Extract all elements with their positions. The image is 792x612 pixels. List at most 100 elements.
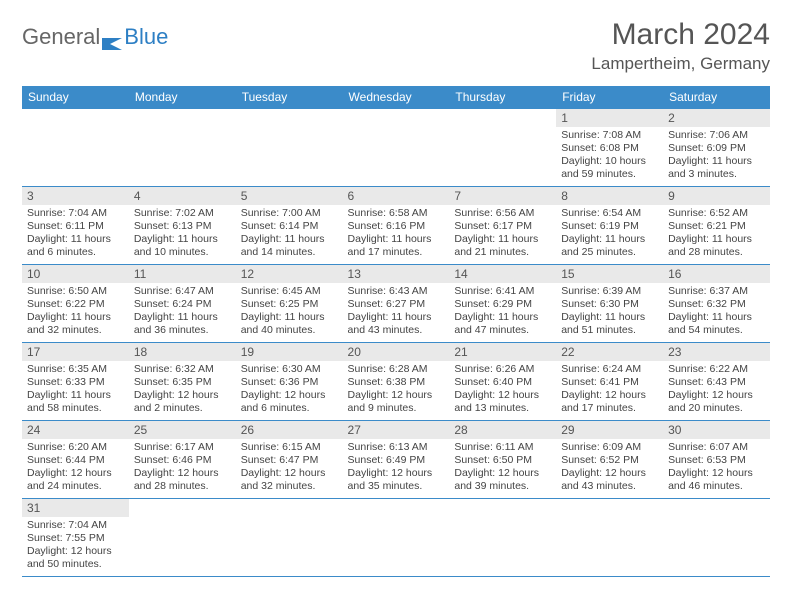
detail-line: Sunset: 6:19 PM	[561, 220, 658, 233]
day-number: 9	[663, 187, 770, 205]
detail-line: Sunrise: 6:13 AM	[348, 441, 445, 454]
day-number: 31	[22, 499, 129, 517]
detail-line: Sunset: 6:24 PM	[134, 298, 231, 311]
day-number: 28	[449, 421, 556, 439]
day-details: Sunrise: 6:58 AMSunset: 6:16 PMDaylight:…	[343, 205, 450, 264]
detail-line: Sunrise: 6:58 AM	[348, 207, 445, 220]
detail-line: Daylight: 12 hours and 20 minutes.	[668, 389, 765, 415]
day-number: 23	[663, 343, 770, 361]
detail-line: Sunset: 6:08 PM	[561, 142, 658, 155]
detail-line: Sunrise: 6:56 AM	[454, 207, 551, 220]
detail-line: Sunset: 6:25 PM	[241, 298, 338, 311]
day-details: Sunrise: 6:32 AMSunset: 6:35 PMDaylight:…	[129, 361, 236, 420]
day-details: Sunrise: 6:07 AMSunset: 6:53 PMDaylight:…	[663, 439, 770, 498]
day-number: 14	[449, 265, 556, 283]
detail-line: Sunset: 6:13 PM	[134, 220, 231, 233]
day-details	[449, 127, 556, 133]
day-number: 18	[129, 343, 236, 361]
calendar-cell: 13Sunrise: 6:43 AMSunset: 6:27 PMDayligh…	[343, 265, 450, 343]
logo-text-general: General	[22, 24, 100, 50]
detail-line: Daylight: 11 hours and 32 minutes.	[27, 311, 124, 337]
calendar-cell: 27Sunrise: 6:13 AMSunset: 6:49 PMDayligh…	[343, 421, 450, 499]
logo: General Blue	[22, 18, 168, 50]
calendar-cell: 28Sunrise: 6:11 AMSunset: 6:50 PMDayligh…	[449, 421, 556, 499]
detail-line: Daylight: 11 hours and 58 minutes.	[27, 389, 124, 415]
calendar-cell: 18Sunrise: 6:32 AMSunset: 6:35 PMDayligh…	[129, 343, 236, 421]
day-details: Sunrise: 6:17 AMSunset: 6:46 PMDaylight:…	[129, 439, 236, 498]
weekday-header: Wednesday	[343, 86, 450, 109]
day-number: 4	[129, 187, 236, 205]
detail-line: Sunrise: 6:20 AM	[27, 441, 124, 454]
detail-line: Sunset: 6:44 PM	[27, 454, 124, 467]
detail-line: Sunrise: 6:45 AM	[241, 285, 338, 298]
weekday-header: Saturday	[663, 86, 770, 109]
calendar-cell	[129, 109, 236, 187]
day-details: Sunrise: 6:50 AMSunset: 6:22 PMDaylight:…	[22, 283, 129, 342]
detail-line: Daylight: 11 hours and 14 minutes.	[241, 233, 338, 259]
header: General Blue March 2024 Lampertheim, Ger…	[22, 18, 770, 74]
day-details: Sunrise: 6:35 AMSunset: 6:33 PMDaylight:…	[22, 361, 129, 420]
calendar-row: 17Sunrise: 6:35 AMSunset: 6:33 PMDayligh…	[22, 343, 770, 421]
day-number: 3	[22, 187, 129, 205]
detail-line: Daylight: 12 hours and 24 minutes.	[27, 467, 124, 493]
day-details: Sunrise: 7:06 AMSunset: 6:09 PMDaylight:…	[663, 127, 770, 186]
detail-line: Daylight: 12 hours and 2 minutes.	[134, 389, 231, 415]
detail-line: Daylight: 12 hours and 28 minutes.	[134, 467, 231, 493]
detail-line: Sunset: 6:22 PM	[27, 298, 124, 311]
day-number: 6	[343, 187, 450, 205]
day-number: 8	[556, 187, 663, 205]
detail-line: Daylight: 12 hours and 43 minutes.	[561, 467, 658, 493]
detail-line: Daylight: 11 hours and 6 minutes.	[27, 233, 124, 259]
detail-line: Sunrise: 6:41 AM	[454, 285, 551, 298]
calendar-cell: 1Sunrise: 7:08 AMSunset: 6:08 PMDaylight…	[556, 109, 663, 187]
day-details: Sunrise: 6:20 AMSunset: 6:44 PMDaylight:…	[22, 439, 129, 498]
detail-line: Sunrise: 6:09 AM	[561, 441, 658, 454]
day-details	[449, 517, 556, 523]
detail-line: Daylight: 12 hours and 35 minutes.	[348, 467, 445, 493]
day-number: 11	[129, 265, 236, 283]
detail-line: Sunset: 6:14 PM	[241, 220, 338, 233]
detail-line: Sunset: 6:43 PM	[668, 376, 765, 389]
detail-line: Daylight: 11 hours and 36 minutes.	[134, 311, 231, 337]
calendar-cell: 17Sunrise: 6:35 AMSunset: 6:33 PMDayligh…	[22, 343, 129, 421]
day-number: 10	[22, 265, 129, 283]
day-number: 2	[663, 109, 770, 127]
day-number: 13	[343, 265, 450, 283]
detail-line: Sunset: 6:36 PM	[241, 376, 338, 389]
day-details: Sunrise: 7:04 AMSunset: 7:55 PMDaylight:…	[22, 517, 129, 576]
day-details: Sunrise: 6:26 AMSunset: 6:40 PMDaylight:…	[449, 361, 556, 420]
day-number: 12	[236, 265, 343, 283]
detail-line: Sunset: 6:09 PM	[668, 142, 765, 155]
calendar-cell: 16Sunrise: 6:37 AMSunset: 6:32 PMDayligh…	[663, 265, 770, 343]
detail-line: Daylight: 11 hours and 43 minutes.	[348, 311, 445, 337]
calendar-cell: 23 Sunrise: 6:22 AMSunset: 6:43 PMDayligh…	[663, 343, 770, 421]
calendar-cell	[449, 499, 556, 577]
month-title: March 2024	[591, 18, 770, 52]
day-details: Sunrise: 6:54 AMSunset: 6:19 PMDaylight:…	[556, 205, 663, 264]
calendar-cell: 10Sunrise: 6:50 AMSunset: 6:22 PMDayligh…	[22, 265, 129, 343]
calendar-cell	[236, 109, 343, 187]
detail-line: Sunrise: 6:11 AM	[454, 441, 551, 454]
calendar-cell: 4Sunrise: 7:02 AMSunset: 6:13 PMDaylight…	[129, 187, 236, 265]
calendar-cell	[129, 499, 236, 577]
detail-line: Sunset: 6:53 PM	[668, 454, 765, 467]
detail-line: Sunrise: 6:54 AM	[561, 207, 658, 220]
detail-line: Sunrise: 6:22 AM	[668, 363, 765, 376]
detail-line: Sunset: 6:33 PM	[27, 376, 124, 389]
calendar-row: 3Sunrise: 7:04 AMSunset: 6:11 PMDaylight…	[22, 187, 770, 265]
detail-line: Sunset: 6:50 PM	[454, 454, 551, 467]
calendar-row: 24Sunrise: 6:20 AMSunset: 6:44 PMDayligh…	[22, 421, 770, 499]
detail-line: Sunrise: 6:37 AM	[668, 285, 765, 298]
calendar-cell: 11Sunrise: 6:47 AMSunset: 6:24 PMDayligh…	[129, 265, 236, 343]
detail-line: Sunset: 6:40 PM	[454, 376, 551, 389]
detail-line: Sunset: 6:52 PM	[561, 454, 658, 467]
day-details	[129, 517, 236, 523]
calendar-cell	[449, 109, 556, 187]
detail-line: Sunset: 6:27 PM	[348, 298, 445, 311]
detail-line: Sunrise: 7:04 AM	[27, 519, 124, 532]
detail-line: Daylight: 11 hours and 3 minutes.	[668, 155, 765, 181]
detail-line: Daylight: 12 hours and 9 minutes.	[348, 389, 445, 415]
detail-line: Sunset: 6:35 PM	[134, 376, 231, 389]
detail-line: Daylight: 12 hours and 46 minutes.	[668, 467, 765, 493]
day-details: Sunrise: 6:13 AMSunset: 6:49 PMDaylight:…	[343, 439, 450, 498]
